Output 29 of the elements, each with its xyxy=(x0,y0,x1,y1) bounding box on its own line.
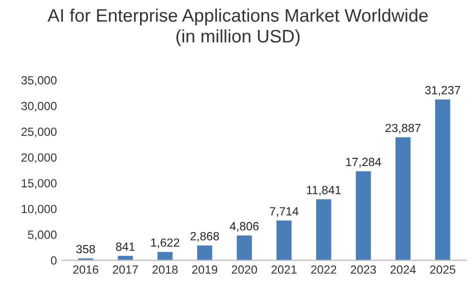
x-tick-label: 2020 xyxy=(232,265,258,274)
x-tick-label: 2019 xyxy=(192,265,218,274)
data-label: 17,284 xyxy=(346,158,382,168)
x-tick-label: 2025 xyxy=(430,265,456,274)
y-tick-label: 20,000 xyxy=(22,153,57,164)
y-tick-label: 0 xyxy=(50,256,57,265)
data-label: 23,887 xyxy=(386,124,420,134)
data-label: 841 xyxy=(116,242,135,251)
x-tick-label: 2021 xyxy=(271,265,297,274)
x-tick-label: 2024 xyxy=(390,265,416,274)
y-tick-label: 30,000 xyxy=(21,102,57,112)
data-label: 2,868 xyxy=(190,232,219,242)
data-label: 11,841 xyxy=(306,186,341,196)
x-tick-label: 2022 xyxy=(311,265,336,274)
y-tick-label: 10,000 xyxy=(22,204,57,215)
x-tick-label: 2023 xyxy=(350,265,376,274)
x-tick-label: 2018 xyxy=(152,265,178,274)
x-tick-label: 2017 xyxy=(112,265,138,274)
y-tick-label: 35,000 xyxy=(21,76,57,86)
data-label: 4,806 xyxy=(230,222,259,232)
data-label: 358 xyxy=(76,244,96,254)
y-tick-label: 25,000 xyxy=(22,128,57,138)
y-tick-label: 15,000 xyxy=(22,179,57,189)
data-label: 1,622 xyxy=(151,238,180,248)
data-label: 31,237 xyxy=(425,86,460,96)
data-label: 7,714 xyxy=(270,207,298,217)
y-tick-label: 5,000 xyxy=(28,230,57,240)
x-tick-label: 2016 xyxy=(73,265,98,274)
chart-title: AI for Enterprise Applications Market Worldwide (in million USD) xyxy=(48,8,428,46)
